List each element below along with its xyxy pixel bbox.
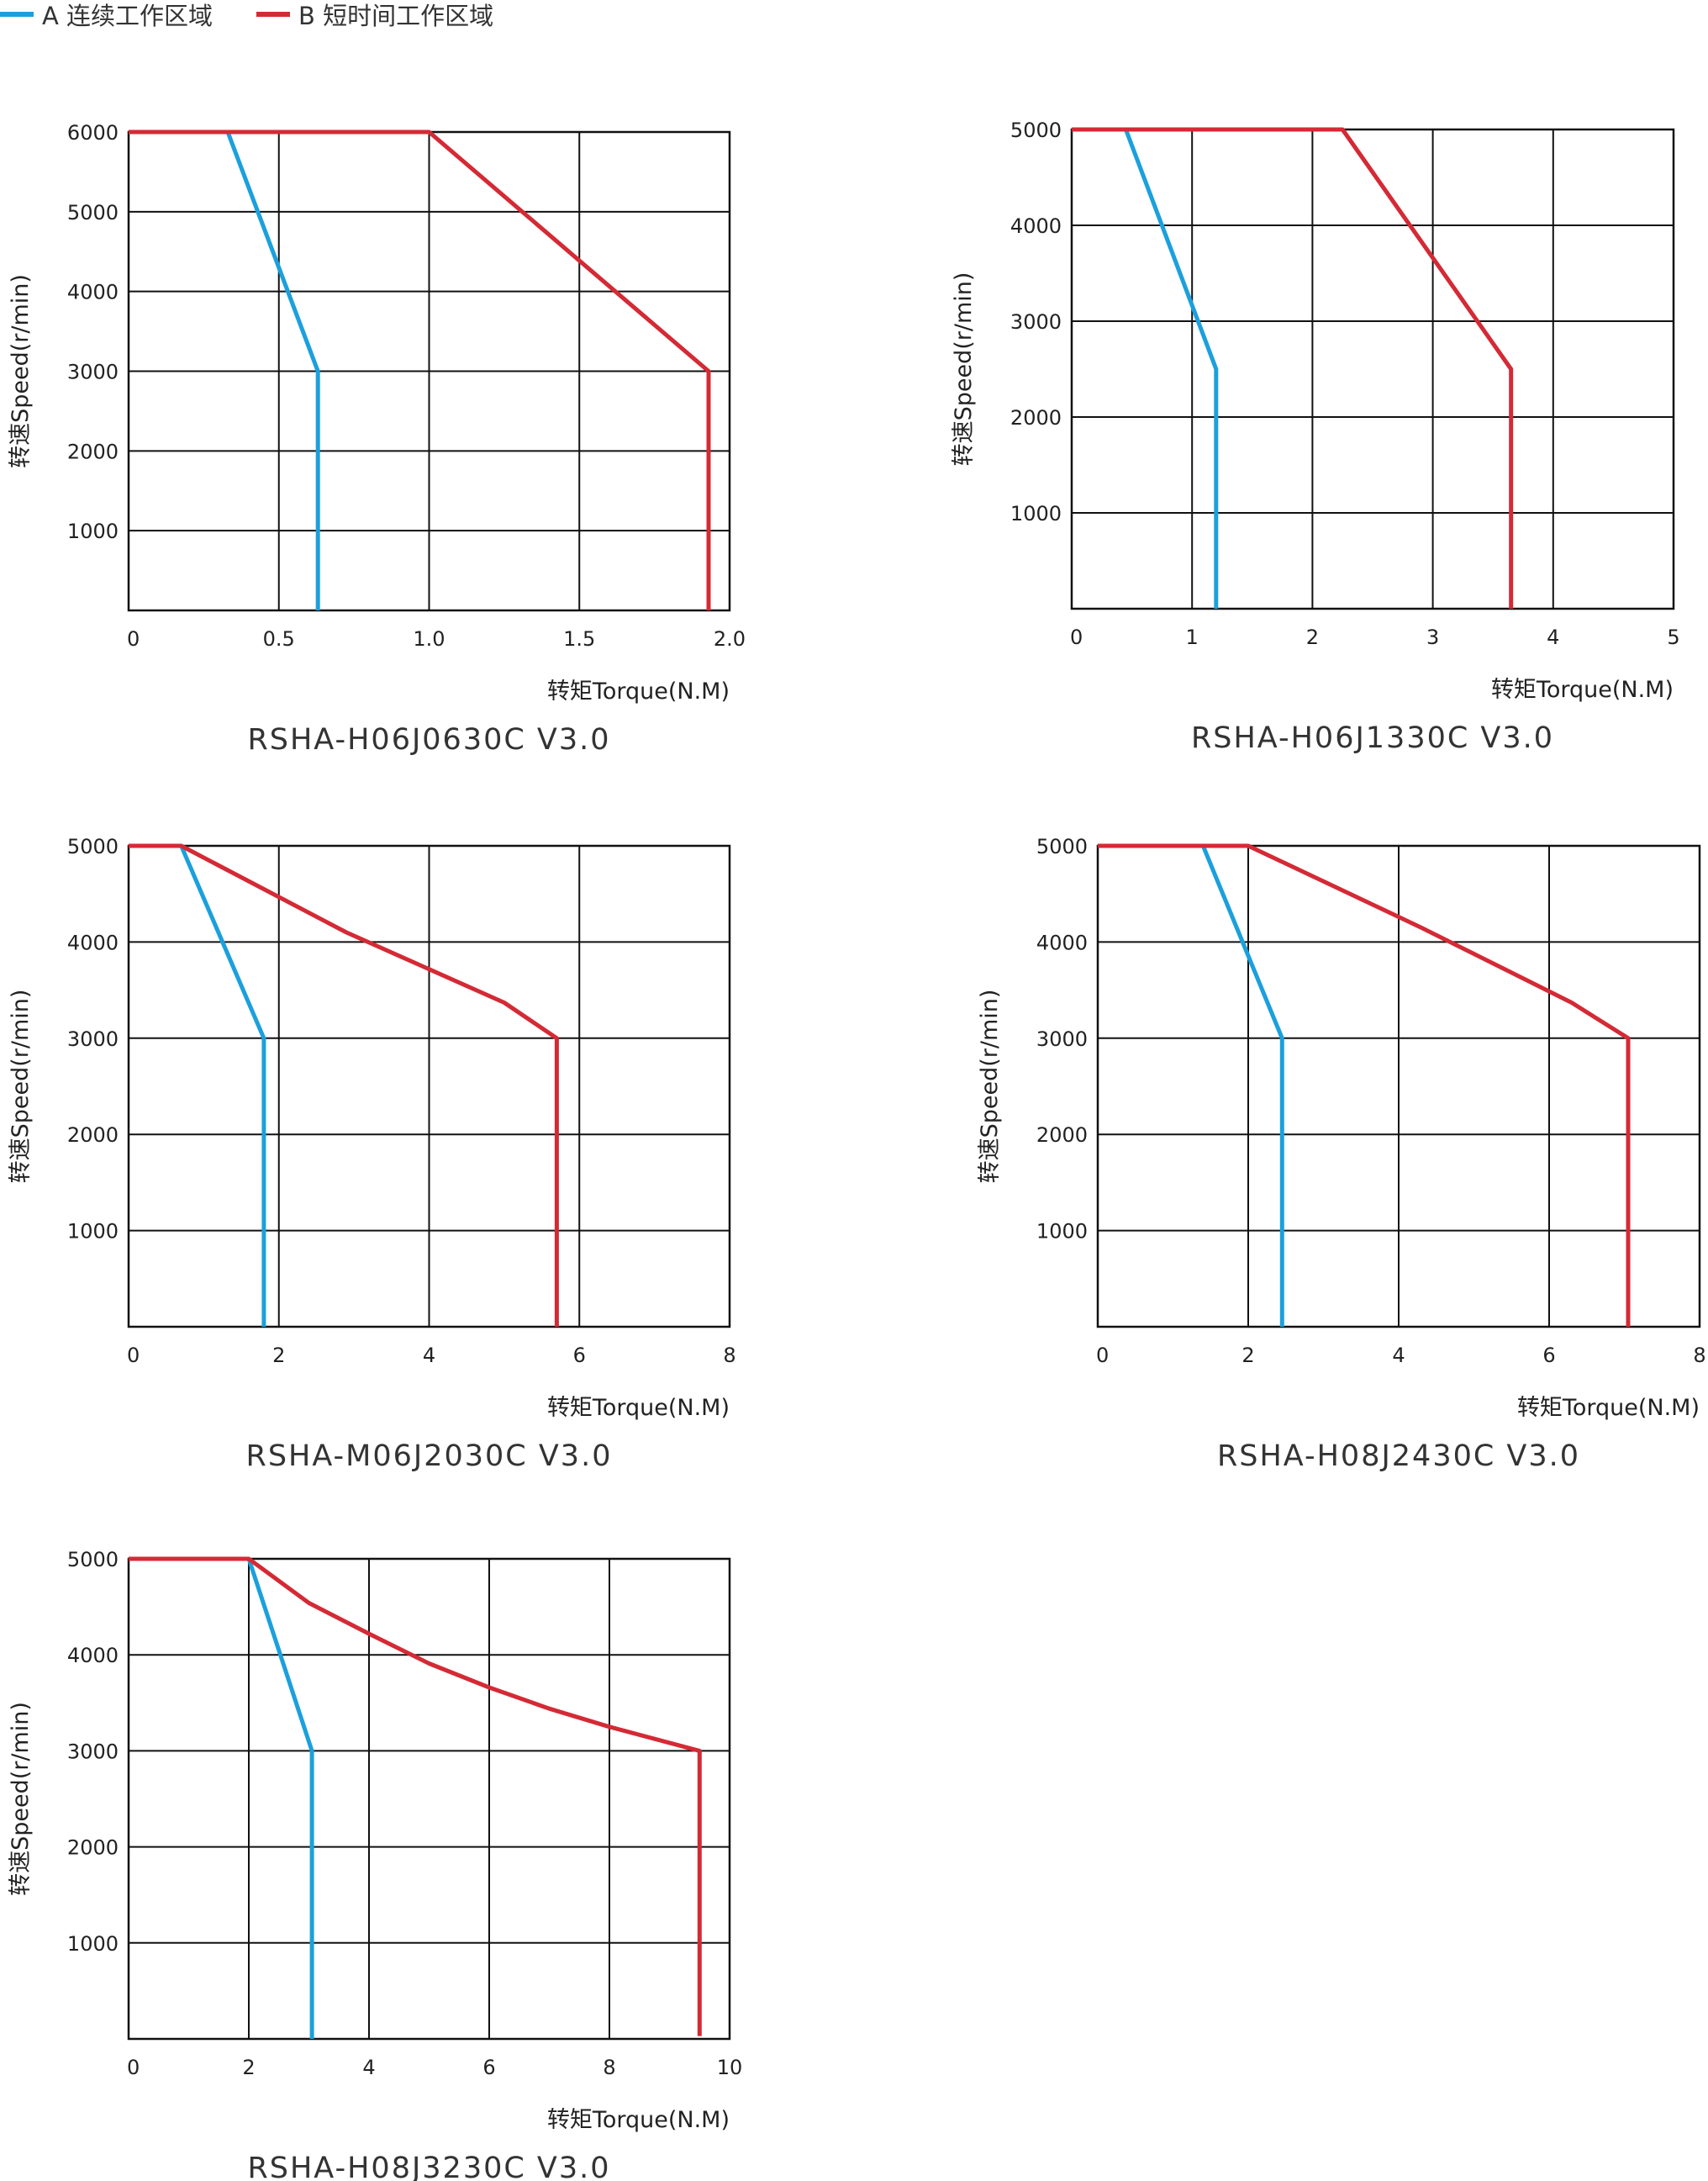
x-tick-label: 0: [127, 1344, 140, 1367]
x-tick-label: 0: [127, 2056, 140, 2079]
y-tick-label: 4000: [1036, 931, 1088, 954]
chart-5: 0 2 4 6 8 10 1000 2000 3000 4000 5000 转速Speed(r/min…: [8, 1548, 742, 2181]
x-tick-label: 2: [242, 2056, 255, 2079]
series-b-line: [129, 1556, 702, 2036]
x-tick-label: 1.0: [413, 627, 445, 651]
x-tick-label: 0.5: [263, 627, 295, 651]
y-tick-label: 4000: [1010, 214, 1062, 238]
series-a-line: [225, 131, 320, 610]
legend-item-a[interactable]: A 连续工作区域: [0, 0, 214, 30]
y-tick-label: 2000: [1036, 1123, 1088, 1147]
x-tick-label: 4: [1547, 626, 1559, 649]
x-axis-label: 转矩Torque(N.M): [1517, 1395, 1700, 1421]
chart-title: RSHA-H08J2430C V3.0: [1217, 1439, 1580, 1473]
legend-swatch-a: [0, 12, 34, 17]
x-tick-label: 4: [423, 1344, 435, 1367]
y-tick-label: 3000: [67, 1027, 119, 1051]
legend-item-b[interactable]: B 短时间工作区域: [256, 0, 494, 30]
series-a-line: [1124, 129, 1219, 609]
y-tick-label: 3000: [67, 1740, 119, 1763]
x-tick-label: 8: [723, 1344, 735, 1367]
plot-frame: [1096, 844, 1701, 1328]
series-a-line: [179, 845, 266, 1327]
x-tick-label: 10: [717, 2056, 743, 2079]
chart-title: RSHA-M06J2030C V3.0: [246, 1439, 613, 1473]
y-tick-label: 4000: [67, 1644, 119, 1667]
x-tick-label: 8: [603, 2056, 615, 2079]
y-tick-label: 1000: [1036, 1220, 1088, 1244]
x-tick-label: 4: [362, 2056, 375, 2079]
y-tick-label: 4000: [67, 281, 119, 304]
x-axis-label: 转矩Torque(N.M): [547, 2107, 730, 2133]
x-tick-label: 5: [1667, 626, 1679, 649]
series-b-line: [129, 129, 711, 610]
y-tick-label: 5000: [67, 1548, 119, 1571]
series-b-line: [1098, 843, 1631, 1327]
chart-1: 0 0.5 1.0 1.5 2.0 1000 2000 3000 4000 5000 6000 转速S…: [8, 121, 746, 757]
x-tick-label: 4: [1392, 1344, 1405, 1367]
x-tick-label: 2: [272, 1344, 285, 1367]
y-tick-label: 1000: [1010, 502, 1062, 525]
x-tick-label: 0: [1070, 626, 1083, 649]
y-axis-label: 转速Speed(r/min): [8, 1702, 34, 1896]
x-tick-label: 8: [1693, 1344, 1705, 1367]
y-tick-label: 5000: [67, 835, 119, 858]
x-tick-label: 2: [1306, 626, 1319, 649]
x-tick-label: 6: [1542, 1344, 1555, 1367]
chart-title: RSHA-H08J3230C V3.0: [247, 2152, 610, 2181]
x-tick-label: 3: [1426, 626, 1439, 649]
y-axis-label: 转速Speed(r/min): [8, 990, 34, 1184]
x-tick-label: 6: [573, 1344, 586, 1367]
y-tick-label: 5000: [67, 201, 119, 224]
y-tick-label: 4000: [67, 931, 119, 954]
x-tick-label: 2.0: [714, 627, 746, 651]
series-b-line: [129, 843, 559, 1327]
x-tick-label: 0: [127, 627, 140, 651]
chart-4: 0 2 4 6 8 1000 2000 3000 4000 5000 转速Speed(r/min) 转…: [977, 835, 1706, 1473]
series-b-line: [1072, 127, 1514, 609]
series-a-line: [246, 1558, 314, 2039]
x-tick-label: 1: [1186, 626, 1199, 649]
chart-title: RSHA-H06J1330C V3.0: [1191, 721, 1554, 755]
y-tick-label: 6000: [67, 121, 119, 145]
chart-2: 0 1 2 3 4 5 1000 2000 3000 4000 5000 转速Speed(r/min)…: [951, 119, 1680, 755]
y-tick-label: 1000: [67, 1220, 119, 1244]
plot-frame: [127, 1557, 731, 2041]
x-tick-label: 2: [1241, 1344, 1254, 1367]
chart-title: RSHA-H06J0630C V3.0: [247, 723, 610, 757]
series-a-line: [1200, 845, 1284, 1327]
y-tick-label: 2000: [67, 1123, 119, 1147]
y-axis-label: 转速Speed(r/min): [977, 990, 1003, 1184]
y-tick-label: 3000: [1036, 1027, 1088, 1051]
x-tick-label: 6: [482, 2056, 495, 2079]
y-tick-label: 5000: [1010, 119, 1062, 142]
y-tick-label: 5000: [1036, 835, 1088, 858]
y-tick-label: 2000: [67, 1836, 119, 1860]
x-tick-label: 1.5: [563, 627, 595, 651]
x-tick-label: 0: [1096, 1344, 1109, 1367]
plot-frame: [1070, 128, 1675, 610]
y-tick-label: 1000: [67, 1932, 119, 1956]
y-axis-label: 转速Speed(r/min): [8, 274, 34, 468]
y-axis-label: 转速Speed(r/min): [951, 272, 977, 467]
y-tick-label: 2000: [67, 440, 119, 463]
y-tick-label: 3000: [67, 361, 119, 384]
legend-swatch-b: [256, 12, 290, 17]
x-axis-label: 转矩Torque(N.M): [1491, 677, 1674, 703]
y-tick-label: 3000: [1010, 310, 1062, 334]
legend-label-a: A 连续工作区域: [42, 2, 214, 30]
plot-frame: [127, 844, 731, 1328]
legend-label-b: B 短时间工作区域: [298, 2, 494, 30]
x-axis-label: 转矩Torque(N.M): [547, 679, 730, 705]
y-tick-label: 1000: [67, 520, 119, 543]
x-axis-label: 转矩Torque(N.M): [547, 1395, 730, 1421]
y-tick-label: 2000: [1010, 406, 1062, 430]
chart-3: 0 2 4 6 8 1000 2000 3000 4000 5000 转速Speed(r/min) 转…: [8, 835, 736, 1473]
